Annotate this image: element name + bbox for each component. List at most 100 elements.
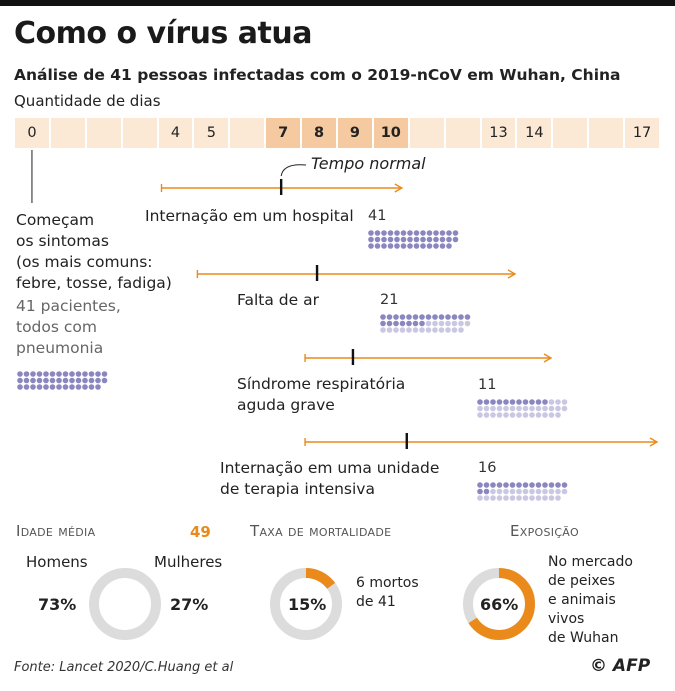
ards-patient-dot bbox=[561, 399, 568, 405]
hospital-patient-dot bbox=[433, 243, 439, 249]
icu-patient-dot bbox=[561, 482, 568, 488]
onset-patient-dot bbox=[62, 377, 69, 384]
dyspnea-patient-dot bbox=[425, 327, 432, 333]
dyspnea-patient-dot bbox=[406, 314, 412, 320]
page-title: Como o vírus atua bbox=[14, 16, 312, 51]
icu-patient-dot bbox=[561, 488, 568, 495]
dyspnea-patient-dot bbox=[458, 314, 464, 320]
hospital-patient-dot bbox=[426, 243, 433, 249]
day-tick-label: 13 bbox=[489, 125, 508, 141]
age-heading: Idade média bbox=[16, 522, 96, 540]
dyspnea-patient-dot bbox=[432, 314, 438, 320]
typical-time-label: Tempo normal bbox=[311, 154, 426, 173]
ards-patient-dot bbox=[548, 412, 555, 418]
icu-patient-dot bbox=[522, 482, 529, 488]
event-label-line: Internação em uma unidade bbox=[220, 459, 440, 477]
dyspnea-patient-dot bbox=[412, 320, 419, 327]
event-label-line: Falta de ar bbox=[237, 291, 319, 309]
onset-line: os sintomas bbox=[16, 232, 109, 250]
hospital-patient-dot bbox=[413, 243, 420, 249]
exposure-desc-line: No mercado bbox=[548, 554, 633, 570]
hospital-patient-dot bbox=[387, 236, 394, 243]
event-label-line: aguda grave bbox=[237, 396, 335, 414]
ards-patient-dot bbox=[477, 399, 483, 405]
ards-patient-dot bbox=[529, 412, 535, 418]
men-pct: 73% bbox=[38, 595, 77, 614]
hospital-patient-dot bbox=[452, 230, 459, 236]
onset-patient-dot bbox=[101, 377, 108, 384]
ards-patient-dot bbox=[548, 399, 555, 405]
icu-patient-dot bbox=[509, 482, 516, 488]
women-pct: 27% bbox=[170, 595, 209, 614]
day-cell: 8 bbox=[302, 118, 336, 148]
onset-patient-dot bbox=[43, 371, 49, 377]
exposure-desc-line: e animais bbox=[548, 592, 616, 608]
event-count-hospital: 41 bbox=[368, 208, 387, 224]
onset-line: Começam bbox=[16, 211, 95, 229]
onset-patient-dot bbox=[30, 371, 36, 377]
onset-patient-dot bbox=[36, 371, 43, 377]
dyspnea-patient-dot bbox=[399, 327, 406, 333]
onset-line: (os mais comuns: bbox=[16, 253, 153, 271]
icu-patient-dot bbox=[542, 482, 548, 488]
hospital-patient-dot bbox=[426, 236, 433, 243]
day-tick-label: 0 bbox=[27, 125, 37, 141]
onset-patient-dot bbox=[49, 384, 56, 390]
page-subtitle: Análise de 41 pessoas infectadas com o 2… bbox=[14, 66, 621, 84]
hospital-patient-dot bbox=[400, 230, 407, 236]
ards-patient-dot bbox=[477, 412, 483, 418]
icu-patient-dot bbox=[503, 488, 509, 495]
axis-label: Quantidade de dias bbox=[14, 92, 161, 110]
dyspnea-patient-dot bbox=[380, 327, 386, 333]
day-tick-label: 5 bbox=[206, 125, 216, 141]
onset-patient-dot bbox=[75, 384, 82, 390]
day-cell: 4 bbox=[158, 118, 193, 148]
ards-patient-dot bbox=[490, 405, 496, 412]
onset-patient-dot bbox=[56, 384, 62, 390]
onset-patient-dot bbox=[62, 371, 69, 377]
hospital-patient-dot bbox=[446, 236, 452, 243]
icu-patient-dot bbox=[509, 495, 516, 501]
day-cell: 10 bbox=[373, 118, 408, 148]
age-ring bbox=[89, 568, 161, 640]
onset-note: 41 pacientes, todos com pneumonia bbox=[16, 296, 121, 359]
hospital-patient-dot bbox=[368, 236, 374, 243]
icu-patient-dot bbox=[490, 488, 496, 495]
onset-patient-dot bbox=[30, 384, 36, 390]
icu-patient-dot bbox=[477, 495, 483, 501]
dyspnea-patient-dot bbox=[451, 314, 458, 320]
day-cell bbox=[589, 118, 624, 148]
day-cell bbox=[553, 118, 588, 148]
dyspnea-patient-dot bbox=[406, 327, 412, 333]
icu-patient-dot bbox=[535, 495, 542, 501]
event-label-dyspnea: Falta de ar bbox=[237, 290, 319, 311]
onset-patient-dot bbox=[17, 384, 23, 390]
onset-patient-dot bbox=[82, 377, 88, 384]
icu-patient-dot bbox=[516, 488, 522, 495]
women-label: Mulheres bbox=[154, 553, 223, 571]
hospital-patient-dot bbox=[374, 230, 381, 236]
hospital-patient-dot bbox=[439, 230, 446, 236]
dyspnea-patient-dot bbox=[419, 320, 425, 327]
day-cell bbox=[86, 118, 121, 148]
mortality-ring-value-arc bbox=[270, 568, 342, 640]
day-cell: 7 bbox=[266, 118, 301, 148]
onset-patient-dot bbox=[75, 371, 82, 377]
exposure-ring-value-arc bbox=[463, 568, 535, 640]
hospital-patient-dot bbox=[394, 230, 400, 236]
dyspnea-patient-dot bbox=[419, 314, 425, 320]
icu-patient-dot bbox=[555, 482, 561, 488]
onset-patient-dot bbox=[95, 377, 101, 384]
icu-patient-dot bbox=[535, 482, 542, 488]
day-tick-label: 9 bbox=[349, 125, 360, 141]
ards-patient-dot bbox=[516, 412, 522, 418]
exposure-desc-line: vivos bbox=[548, 611, 585, 627]
hospital-patient-dot bbox=[394, 236, 400, 243]
ards-patient-dot bbox=[496, 412, 503, 418]
hospital-patient-dot bbox=[420, 230, 426, 236]
day-cell: 14 bbox=[517, 118, 552, 148]
onset-patient-dot bbox=[88, 377, 95, 384]
event-label-line: Internação em um hospital bbox=[145, 207, 354, 225]
onset-patient-dot bbox=[82, 384, 88, 390]
dyspnea-patient-dot bbox=[438, 320, 445, 327]
